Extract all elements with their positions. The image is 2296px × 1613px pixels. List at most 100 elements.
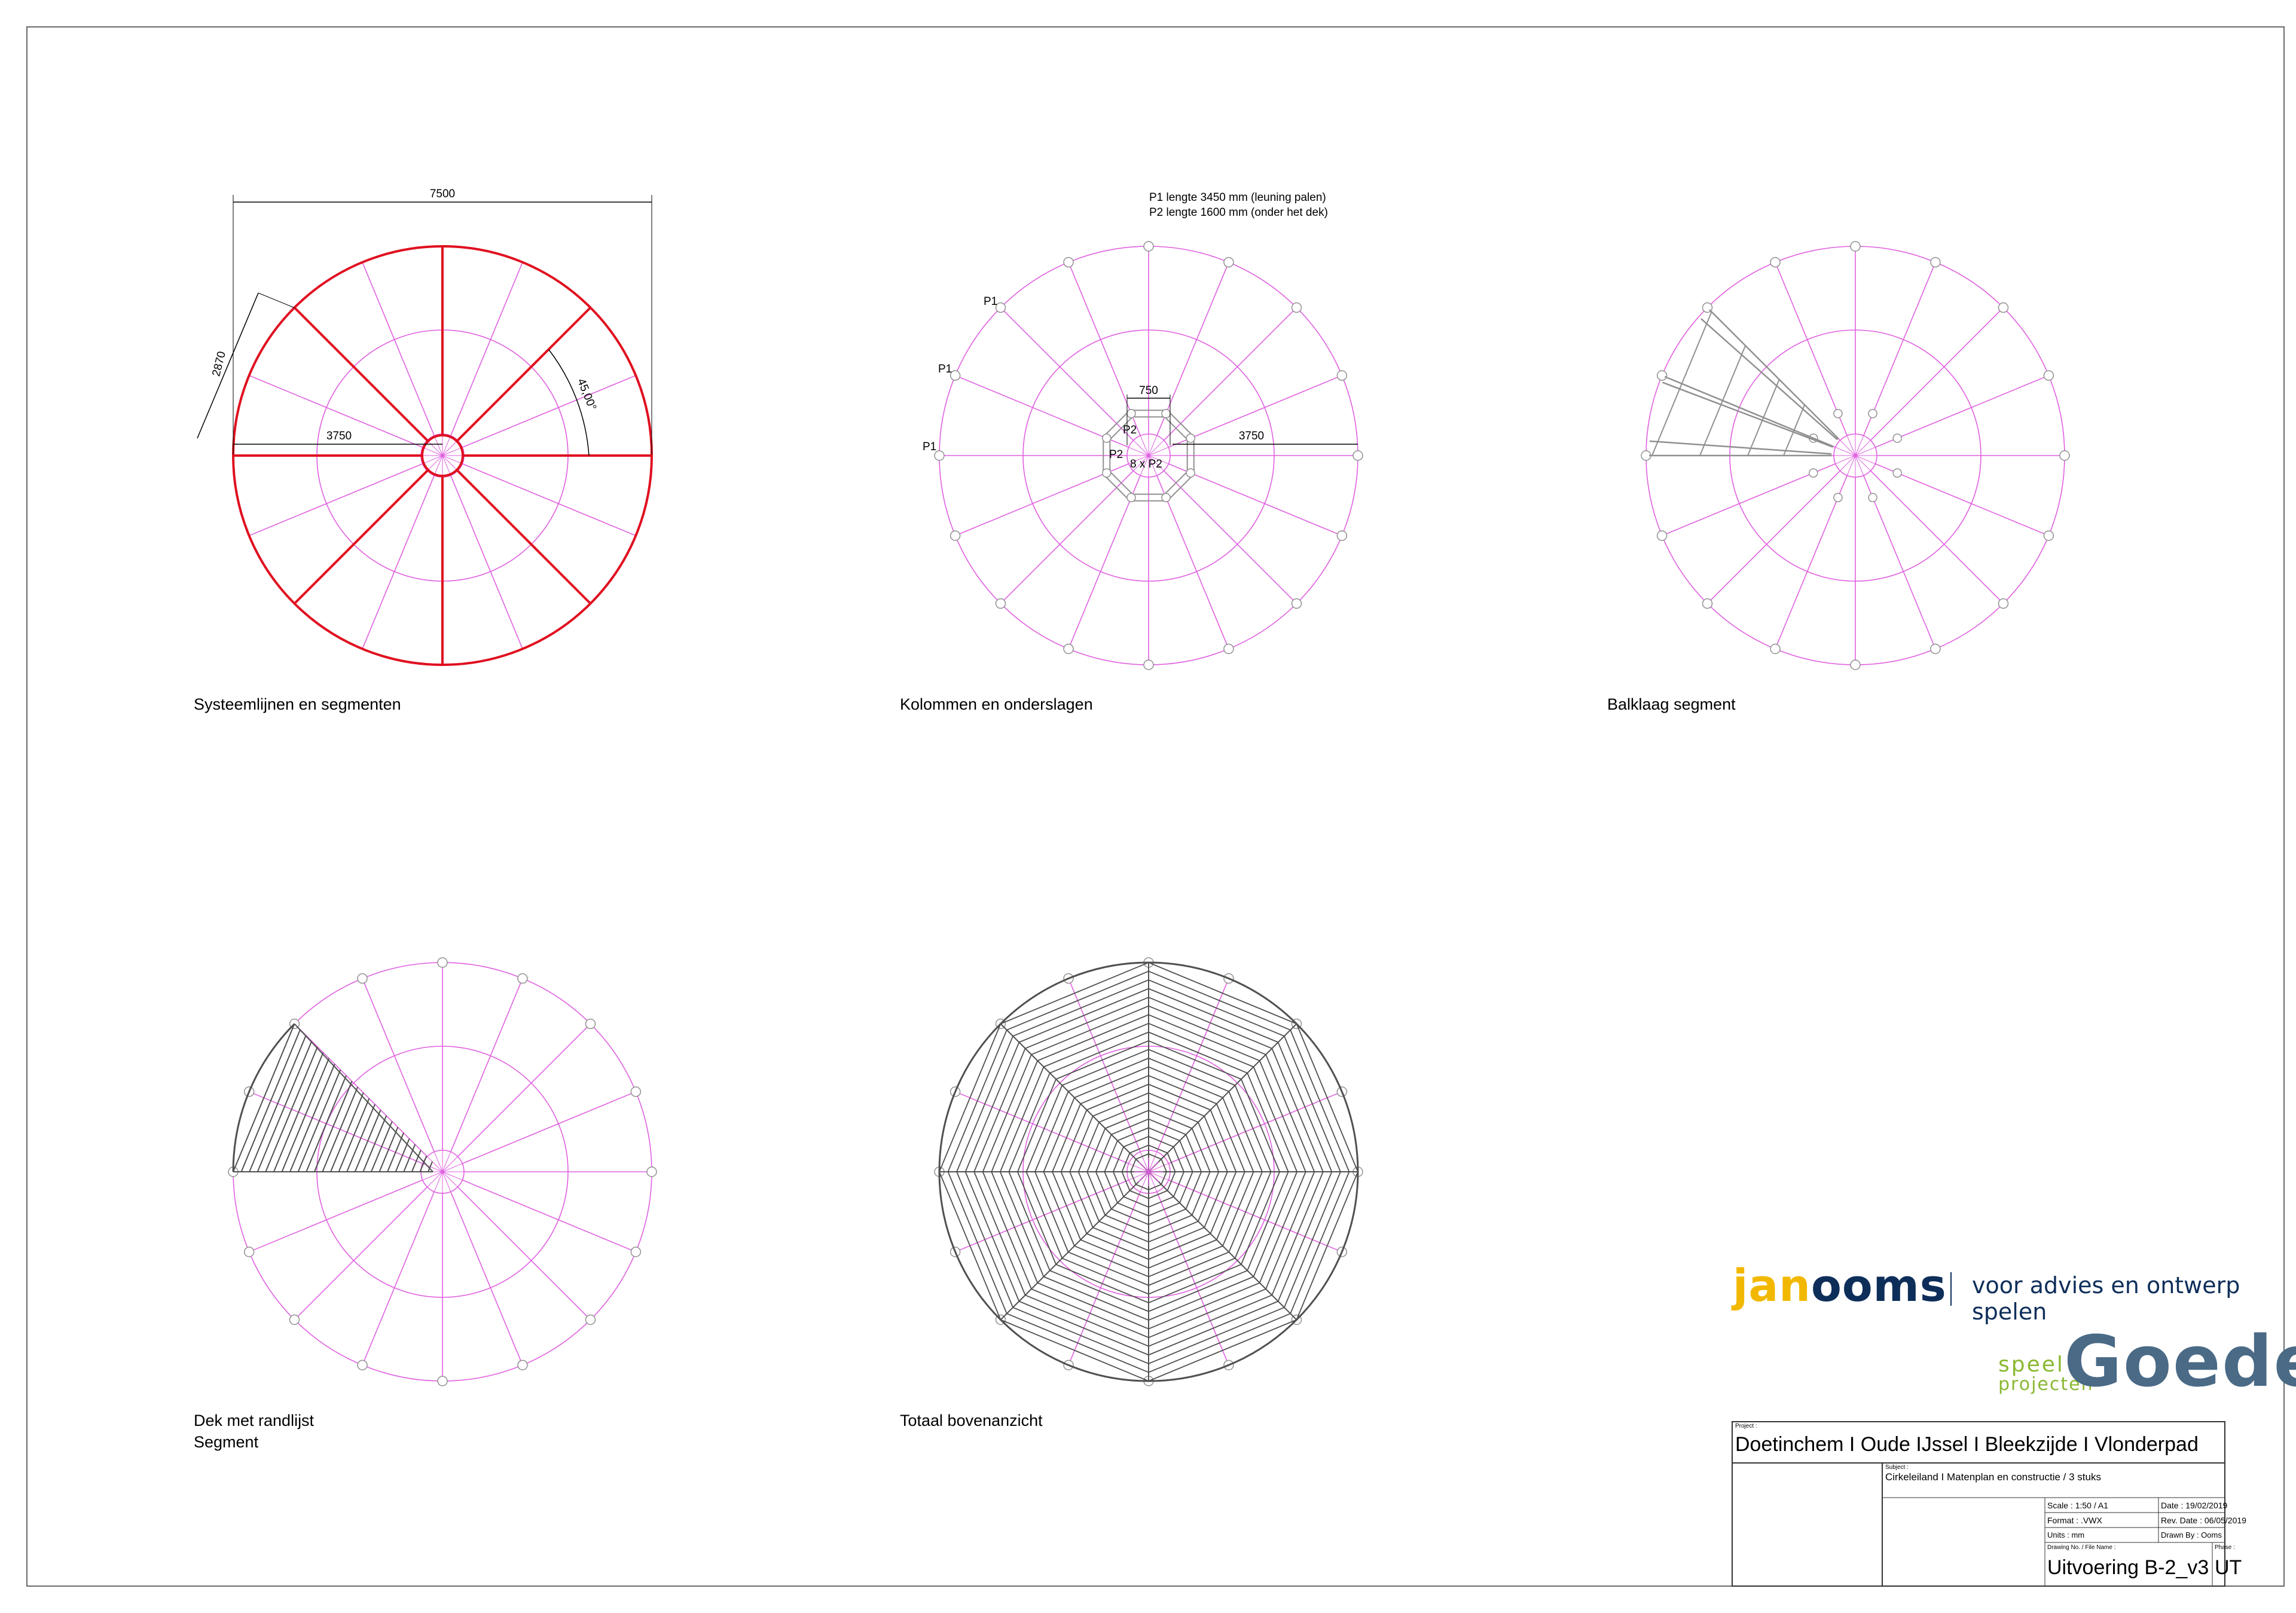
deck-plank [1148,1239,1217,1269]
post-p1 [1850,241,1861,252]
deck-plank [1025,1171,1063,1258]
deck-plank [1052,1171,1082,1241]
caption-columns: Kolommen en onderslagen [900,695,1093,713]
deck-plank [273,1052,324,1172]
post-p2 [1161,493,1171,502]
drawing-top-view [934,957,1363,1386]
deck-plank [1135,1153,1149,1160]
post-p1 [517,1360,528,1371]
tb-rev-date: Rev. Date : 06/05/2019 [2161,1516,2246,1525]
radial-guide-line [1163,470,1297,604]
hub-spoke [427,455,443,471]
deck-plank [964,1042,1020,1172]
post-label-p2-a: P2 [1123,424,1137,436]
logo-tagline: voor advies en ontwerp spelen [1972,1272,2240,1325]
radial-guide-line [955,463,1129,536]
deck-plank [1055,1040,1149,1080]
deck-plank [1121,1171,1131,1191]
hub-spoke [1148,455,1158,476]
deck-plank [378,1127,399,1172]
dim-chord-ext-a [258,292,295,308]
radial-guide-line [457,1186,591,1321]
deck-plank [1095,1134,1112,1172]
deck-plank [1130,1159,1137,1172]
deck-segment-joint [1148,1171,1297,1321]
deck-plank [1191,1171,1211,1215]
hub-spoke [1148,1171,1158,1192]
tb-drawn-by: Drawn By : Ooms [2161,1530,2222,1539]
deck-plank [1068,1058,1149,1092]
radial-guide-line [1706,470,1841,604]
radial-guide-line [1874,375,2049,448]
tb-drawing-no-label: Drawing No. / File Name : [2047,1544,2116,1551]
hub-spoke [442,1171,451,1192]
deck-plank [1000,1319,1149,1382]
joist-crossbeam [1699,345,1747,456]
segment-system-line [456,307,591,442]
deck-edge [294,1023,433,1172]
deck-plank [956,1171,1013,1308]
deck-plank [1031,1005,1149,1055]
deck-plank [1148,1058,1229,1092]
title-block-frame [1732,1421,2225,1587]
post-p1 [949,530,961,541]
deck-plank [956,1035,1013,1172]
deck-plank [1130,1171,1137,1185]
deck-plank [1222,1171,1254,1247]
deck-plank [1008,1073,1051,1172]
deck-plank [1019,988,1149,1043]
deck-plank [1069,1171,1094,1228]
hub-spoke [1140,455,1149,476]
dim-chord-label: 2870 [210,350,228,378]
deck-plank [1086,1128,1106,1172]
deck-plank [1191,1128,1211,1172]
deck-plank [939,1024,1002,1172]
radial-guide-line [249,1091,423,1164]
deck-plank [1074,1245,1149,1278]
deck-plank [1210,1171,1237,1234]
radial-guide-line [1168,1091,1342,1164]
deck-plank [1148,1214,1192,1234]
hub-spoke [1835,455,1856,465]
deck-plank [1148,1153,1162,1160]
deck-plank [419,1156,428,1172]
deck-plank [1148,1014,1260,1062]
post-p1 [1656,530,1668,541]
deck-plank [1113,1171,1125,1197]
post-p1 [1352,450,1363,461]
deck-plank [1148,1101,1199,1123]
hub-spoke [442,455,463,465]
deck-plank [1008,1171,1051,1271]
deck-plank [1148,1136,1174,1148]
deck-plank [982,1054,1032,1172]
radial-guide-line [955,1091,1129,1164]
deck-plank [1148,1276,1254,1321]
post-p1 [1770,643,1781,655]
tb-units: Units : mm [2047,1530,2085,1539]
radial-guide-line [450,1191,523,1365]
tb-phase: UT [2215,1556,2242,1579]
deck-plank [1017,1171,1057,1265]
deck-plank [265,1046,318,1172]
note-p1-length: P1 lengte 3450 mm (leuning palen) [1149,191,1326,204]
dim-radius-label: 3750 [326,430,352,442]
deck-plank [281,1058,330,1172]
radial-guide-line [1168,1180,1342,1252]
hub-spoke [1148,447,1169,456]
radial-guide-line [1000,470,1134,604]
deck-plank [1204,1171,1228,1228]
radial-guide-line [457,1023,591,1157]
post-p1 [1336,370,1348,381]
tb-drawing-no: Uitvoering B-2_v3 [2047,1556,2209,1579]
joist-beam [1700,318,1838,441]
deck-plank [1006,1313,1149,1373]
deck-plank [1086,1083,1149,1111]
deck-plank [1077,1122,1100,1172]
tb-date: Date : 19/02/2019 [2161,1501,2228,1510]
hub-spoke [1128,455,1149,465]
deck-plank [1148,988,1278,1043]
deck-plank [1198,1122,1220,1172]
post-p1 [1291,598,1302,609]
radial-guide-line [1068,475,1141,649]
hub-spoke [1855,440,1871,456]
